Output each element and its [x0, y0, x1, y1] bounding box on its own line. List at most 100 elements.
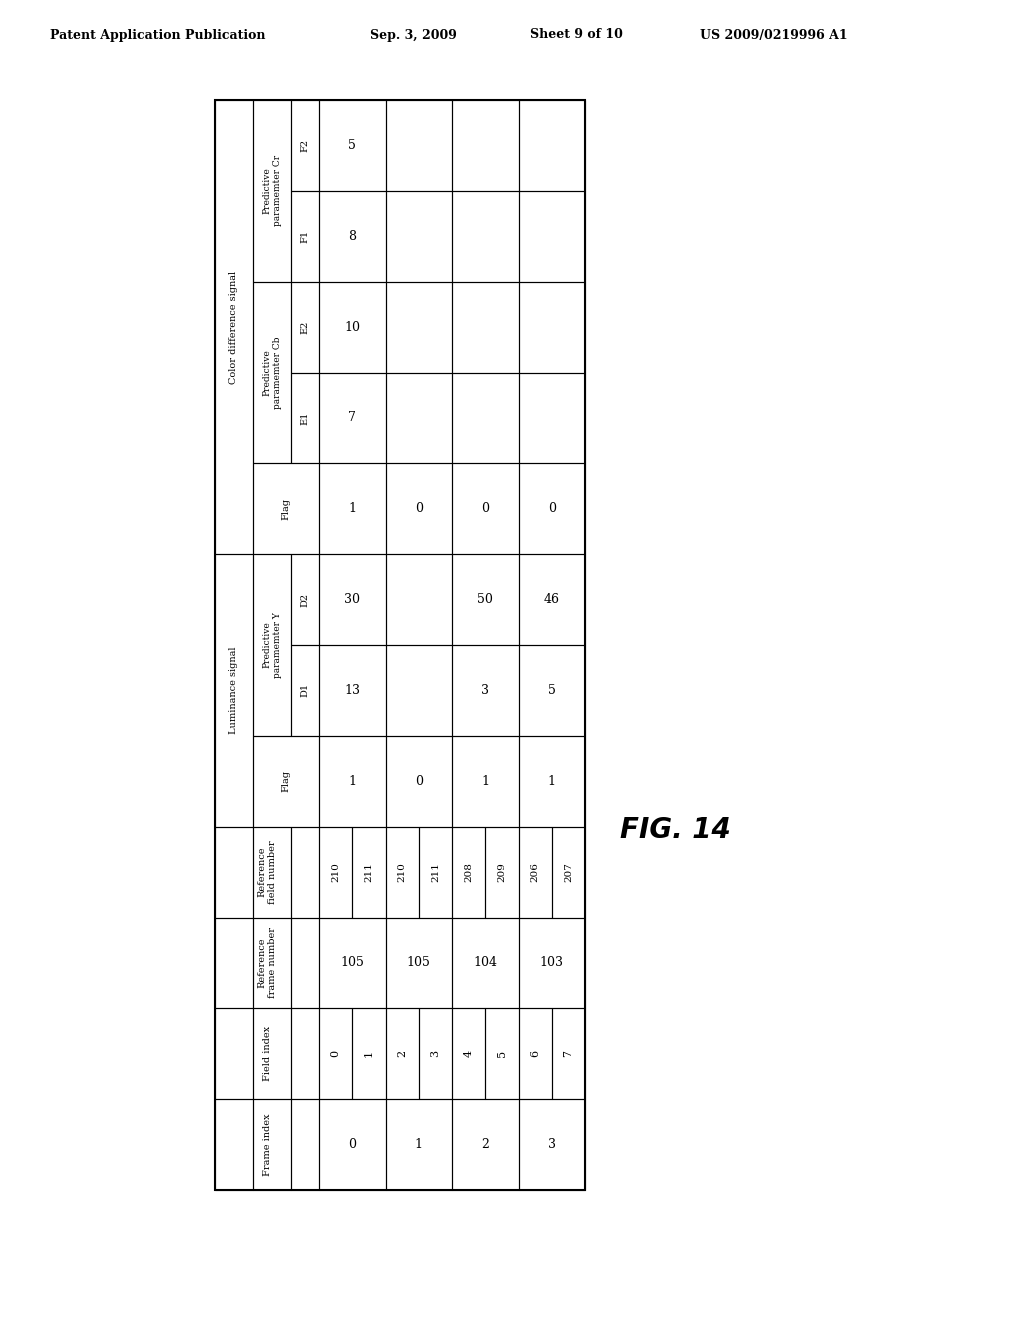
Bar	[253, 1100, 291, 1191]
Bar	[253, 826, 291, 917]
Text: 1: 1	[548, 775, 556, 788]
Bar	[319, 463, 385, 554]
Text: Predictive
paramemter Cr: Predictive paramemter Cr	[262, 156, 282, 227]
Bar	[319, 372, 385, 463]
Text: 208: 208	[464, 862, 473, 882]
Text: 207: 207	[564, 862, 572, 882]
Bar	[452, 281, 518, 372]
Bar	[319, 554, 385, 645]
Text: 211: 211	[365, 862, 374, 882]
Text: Predictive
paramemter Cb: Predictive paramemter Cb	[262, 337, 282, 409]
Text: 5: 5	[548, 684, 556, 697]
Bar	[518, 1100, 585, 1191]
Text: 6: 6	[530, 1051, 540, 1057]
Bar	[518, 1008, 552, 1100]
Text: D2: D2	[300, 593, 309, 607]
Bar	[452, 1008, 485, 1100]
Text: Flag: Flag	[282, 771, 291, 792]
Bar	[518, 735, 585, 826]
Text: 0: 0	[348, 1138, 356, 1151]
Text: 7: 7	[348, 412, 356, 425]
Text: 1: 1	[481, 775, 489, 788]
Text: 46: 46	[544, 593, 560, 606]
Bar	[291, 1100, 319, 1191]
Text: 4: 4	[464, 1051, 474, 1057]
Text: 105: 105	[407, 957, 431, 969]
Bar	[215, 1100, 253, 1191]
Text: 5: 5	[348, 139, 356, 152]
Text: Flag: Flag	[282, 498, 291, 520]
Bar	[352, 1008, 385, 1100]
Bar	[215, 917, 253, 1008]
Bar	[385, 100, 452, 191]
Text: F1: F1	[300, 230, 309, 243]
Text: 8: 8	[348, 230, 356, 243]
Bar	[319, 735, 385, 826]
Text: 10: 10	[344, 321, 360, 334]
Text: 1: 1	[348, 502, 356, 515]
Bar	[485, 826, 518, 917]
Bar	[385, 1100, 452, 1191]
Bar	[552, 826, 585, 917]
Bar	[319, 1008, 352, 1100]
Bar	[215, 554, 253, 826]
Text: Luminance signal: Luminance signal	[229, 647, 239, 734]
Bar	[518, 645, 585, 735]
Bar	[452, 100, 518, 191]
Text: 3: 3	[481, 684, 489, 697]
Bar	[253, 735, 319, 826]
Text: 1: 1	[348, 775, 356, 788]
Text: 30: 30	[344, 593, 360, 606]
Bar	[385, 917, 452, 1008]
Bar	[253, 281, 291, 463]
Text: Reference
field number: Reference field number	[257, 841, 276, 904]
Text: 210: 210	[331, 862, 340, 882]
Text: 50: 50	[477, 593, 494, 606]
Text: 7: 7	[563, 1051, 573, 1057]
Text: 0: 0	[481, 502, 489, 515]
Bar	[518, 191, 585, 281]
Bar	[319, 281, 385, 372]
Bar	[319, 917, 385, 1008]
Bar	[518, 917, 585, 1008]
Text: Reference
frame number: Reference frame number	[257, 928, 276, 998]
Text: 105: 105	[340, 957, 365, 969]
Bar	[291, 372, 319, 463]
Bar	[291, 645, 319, 735]
Text: Color difference signal: Color difference signal	[229, 271, 239, 384]
Text: Sheet 9 of 10: Sheet 9 of 10	[530, 29, 623, 41]
Bar	[452, 1100, 518, 1191]
Text: US 2009/0219996 A1: US 2009/0219996 A1	[700, 29, 848, 41]
Text: 104: 104	[473, 957, 498, 969]
Bar	[385, 1008, 419, 1100]
Text: D1: D1	[300, 684, 309, 697]
Bar	[518, 826, 552, 917]
Bar	[352, 826, 385, 917]
Bar	[319, 645, 385, 735]
Bar	[253, 100, 291, 281]
Bar	[291, 1008, 319, 1100]
Text: 3: 3	[548, 1138, 556, 1151]
Bar	[452, 645, 518, 735]
Bar	[291, 917, 319, 1008]
Text: 211: 211	[431, 862, 440, 882]
Bar	[291, 281, 319, 372]
Text: 3: 3	[430, 1051, 440, 1057]
Text: 2: 2	[481, 1138, 489, 1151]
Text: 2: 2	[397, 1051, 408, 1057]
Bar	[291, 554, 319, 645]
Bar	[385, 554, 452, 645]
Bar	[253, 1008, 291, 1100]
Bar	[291, 100, 319, 191]
Text: Frame index: Frame index	[262, 1113, 271, 1176]
Text: 209: 209	[498, 862, 507, 882]
Bar	[452, 735, 518, 826]
Bar	[291, 826, 319, 917]
Bar	[319, 191, 385, 281]
Bar	[385, 191, 452, 281]
Bar	[419, 826, 452, 917]
Text: E1: E1	[300, 412, 309, 425]
Bar	[385, 281, 452, 372]
Bar	[215, 826, 253, 917]
Bar	[385, 735, 452, 826]
